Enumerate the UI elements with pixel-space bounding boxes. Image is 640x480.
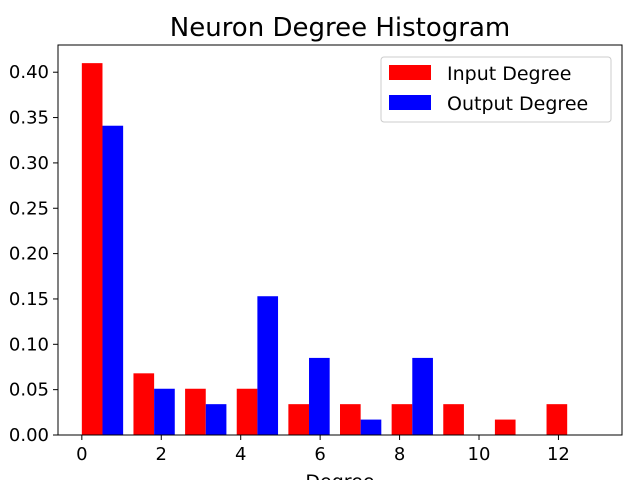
plot-frame bbox=[57, 44, 623, 436]
chart-title: Neuron Degree Histogram bbox=[170, 13, 510, 43]
x-tick-label: 4 bbox=[235, 444, 246, 465]
bar-input-degree-bin-0 bbox=[81, 63, 103, 436]
y-tick-label: 0.00 bbox=[9, 425, 49, 446]
bar-input-degree-bin-5 bbox=[340, 404, 361, 435]
bar-output-degree-bin-4 bbox=[309, 357, 330, 435]
bar-input-degree-bin-6 bbox=[391, 404, 413, 435]
x-axis-label: Degree bbox=[305, 471, 374, 480]
bar-input-degree-bin-2 bbox=[185, 388, 206, 435]
x-tick-label: 2 bbox=[156, 444, 167, 465]
x-tick-label: 12 bbox=[547, 444, 570, 465]
bar-input-degree-bin-8 bbox=[494, 419, 516, 435]
x-tick-label: 10 bbox=[468, 444, 491, 465]
bar-output-degree-bin-6 bbox=[412, 357, 433, 435]
legend-label-input-degree: Input Degree bbox=[447, 63, 571, 85]
y-tick-label: 0.15 bbox=[9, 289, 49, 310]
y-tick-label: 0.30 bbox=[9, 153, 49, 174]
bar-input-degree-bin-3 bbox=[236, 388, 258, 435]
bar-input-degree-bin-1 bbox=[133, 373, 155, 435]
legend-frame bbox=[380, 56, 612, 123]
x-tick-label: 0 bbox=[76, 444, 87, 465]
y-tick-label: 0.25 bbox=[9, 198, 49, 219]
x-tick-label: 8 bbox=[394, 444, 405, 465]
legend: Input Degree Output Degree bbox=[380, 56, 612, 123]
bar-output-degree-bin-5 bbox=[360, 419, 382, 435]
axes-layer: 0 2 4 6 8 10 12 0.00 0.05 0.10 0.15 0.20 0.25 0.30 0.3… bbox=[9, 44, 623, 465]
bar-input-degree-bin-4 bbox=[288, 404, 310, 435]
legend-label-output-degree: Output Degree bbox=[447, 93, 588, 115]
bar-output-degree-bin-2 bbox=[205, 404, 227, 435]
bar-input-degree-bin-7 bbox=[443, 404, 464, 435]
bar-output-degree-bin-1 bbox=[154, 388, 175, 435]
bar-output-degree-bin-3 bbox=[257, 296, 279, 435]
y-tick-label: 0.35 bbox=[9, 108, 49, 129]
x-tick-label: 6 bbox=[314, 444, 325, 465]
bar-output-degree-bin-0 bbox=[102, 125, 124, 435]
y-tick-label: 0.05 bbox=[9, 380, 49, 401]
bar-input-degree-bin-9 bbox=[546, 404, 568, 435]
y-tick-label: 0.40 bbox=[9, 62, 49, 83]
legend-swatch-input-degree bbox=[389, 65, 431, 80]
y-tick-label: 0.10 bbox=[9, 334, 49, 355]
bars-layer bbox=[81, 63, 568, 436]
y-tick-label: 0.20 bbox=[9, 244, 49, 265]
legend-swatch-output-degree bbox=[389, 95, 431, 110]
